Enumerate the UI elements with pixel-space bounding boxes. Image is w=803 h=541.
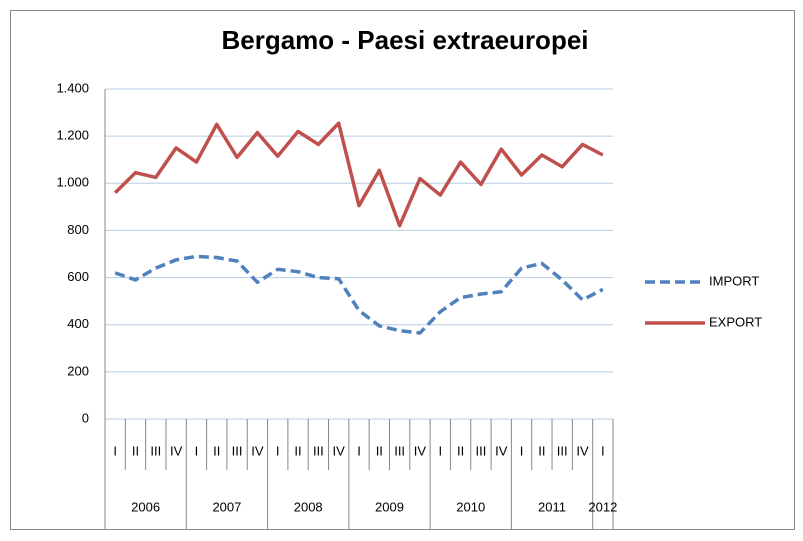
x-tick-label: II	[538, 443, 545, 458]
y-tick-label: 0	[82, 410, 89, 425]
year-label: 2009	[375, 499, 404, 514]
x-tick-label: III	[475, 443, 486, 458]
x-tick-label: I	[520, 443, 524, 458]
series-line	[114, 254, 604, 335]
y-tick-label: 600	[67, 269, 89, 284]
x-tick-label: III	[150, 443, 161, 458]
x-tick-label: I	[438, 443, 442, 458]
x-tick-label: IV	[495, 443, 508, 458]
legend-label: EXPORT	[709, 314, 762, 329]
chart-border	[10, 10, 795, 530]
y-tick-label: 200	[67, 363, 89, 378]
x-tick-label: I	[601, 443, 605, 458]
x-tick-label: I	[195, 443, 199, 458]
x-tick-label: III	[232, 443, 243, 458]
x-tick-label: II	[457, 443, 464, 458]
year-label: 2012	[588, 499, 617, 514]
year-label: 2007	[212, 499, 241, 514]
x-tick-label: II	[132, 443, 139, 458]
year-label: 2006	[131, 499, 160, 514]
x-tick-label: IV	[251, 443, 264, 458]
y-tick-label: 800	[67, 222, 89, 237]
x-tick-label: I	[357, 443, 361, 458]
x-tick-label: IV	[333, 443, 346, 458]
legend-label: IMPORT	[709, 273, 759, 288]
series-line	[113, 121, 604, 228]
x-tick-label: III	[394, 443, 405, 458]
x-tick-label: IV	[414, 443, 427, 458]
y-tick-label: 1.000	[56, 175, 89, 190]
y-tick-label: 400	[67, 316, 89, 331]
x-tick-label: II	[294, 443, 301, 458]
year-label: 2011	[538, 499, 566, 514]
y-tick-label: 1.400	[56, 80, 89, 95]
x-tick-label: II	[376, 443, 383, 458]
year-label: 2008	[294, 499, 323, 514]
x-tick-label: IV	[170, 443, 183, 458]
x-tick-label: IV	[576, 443, 589, 458]
x-tick-label: III	[557, 443, 568, 458]
y-tick-label: 1.200	[56, 128, 89, 143]
year-label: 2010	[456, 499, 485, 514]
x-tick-label: II	[213, 443, 220, 458]
chart-title: Bergamo - Paesi extraeuropei	[221, 25, 588, 55]
x-tick-label: I	[113, 443, 117, 458]
x-tick-label: III	[313, 443, 324, 458]
x-tick-label: I	[276, 443, 280, 458]
